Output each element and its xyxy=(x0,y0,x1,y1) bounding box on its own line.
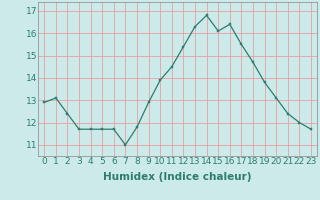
X-axis label: Humidex (Indice chaleur): Humidex (Indice chaleur) xyxy=(103,172,252,182)
